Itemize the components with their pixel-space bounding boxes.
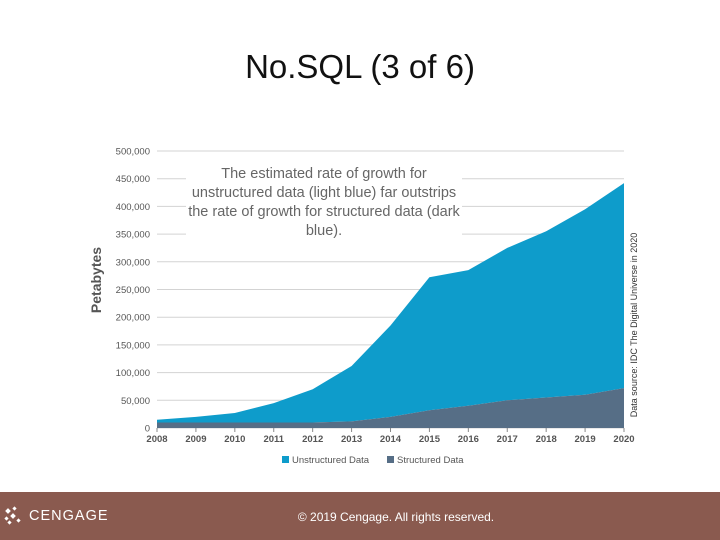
x-tick-label: 2011 <box>263 434 284 445</box>
y-tick-label: 0 <box>145 424 150 435</box>
legend-label-unstructured: Unstructured Data <box>292 455 370 466</box>
legend-label-structured: Structured Data <box>397 455 464 466</box>
growth-chart: 0 50,000 100,000 150,000 200,000 250,000 300,0… <box>88 147 639 467</box>
y-tick-label: 250,000 <box>116 285 150 296</box>
data-source-note: Data source: IDC The Digital Universe in… <box>629 233 639 417</box>
y-tick-label: 350,000 <box>116 230 150 241</box>
y-tick-label: 200,000 <box>116 313 150 324</box>
footer-bar: CENGAGE © 2019 Cengage. All rights reser… <box>0 492 720 540</box>
x-tick-label: 2012 <box>302 434 323 445</box>
chart-annotation: The estimated rate of growth for unstruc… <box>186 165 462 241</box>
y-tick-label: 100,000 <box>116 368 150 379</box>
cengage-logo-icon <box>4 506 21 525</box>
y-tick-label: 50,000 <box>121 396 150 407</box>
y-axis-label: Petabytes <box>88 247 104 313</box>
y-axis-ticks: 0 50,000 100,000 150,000 200,000 250,000 300,0… <box>116 147 150 435</box>
x-tick-label: 2013 <box>341 434 362 445</box>
x-tick-label: 2010 <box>224 434 245 445</box>
y-tick-label: 450,000 <box>116 174 150 185</box>
slide-title: No.SQL (3 of 6) <box>245 48 475 85</box>
x-tick-label: 2017 <box>497 434 518 445</box>
cengage-logo: CENGAGE <box>4 506 109 526</box>
y-tick-label: 300,000 <box>116 257 150 268</box>
x-tick-label: 2020 <box>613 434 634 445</box>
legend-swatch-structured <box>387 456 394 463</box>
x-axis-ticks: 2008 2009 2010 2011 2012 2013 2014 2015 2016 2017… <box>146 428 635 445</box>
x-tick-label: 2018 <box>536 434 557 445</box>
copyright-text: © 2019 Cengage. All rights reserved. <box>297 510 495 524</box>
x-tick-label: 2019 <box>575 434 596 445</box>
series-area-structured <box>157 388 624 428</box>
logo-wordmark: CENGAGE <box>29 508 109 524</box>
chart-legend: Unstructured Data Structured Data <box>282 455 464 466</box>
series-area-unstructured <box>157 183 624 423</box>
x-tick-label: 2014 <box>380 434 402 445</box>
legend-swatch-unstructured <box>282 456 289 463</box>
chart-areas <box>157 183 624 428</box>
x-tick-label: 2009 <box>185 434 206 445</box>
y-tick-label: 500,000 <box>116 147 150 158</box>
y-tick-label: 150,000 <box>116 340 150 351</box>
y-tick-label: 400,000 <box>116 202 150 213</box>
x-tick-label: 2015 <box>419 434 441 445</box>
x-tick-label: 2008 <box>146 434 167 445</box>
x-tick-label: 2016 <box>458 434 479 445</box>
